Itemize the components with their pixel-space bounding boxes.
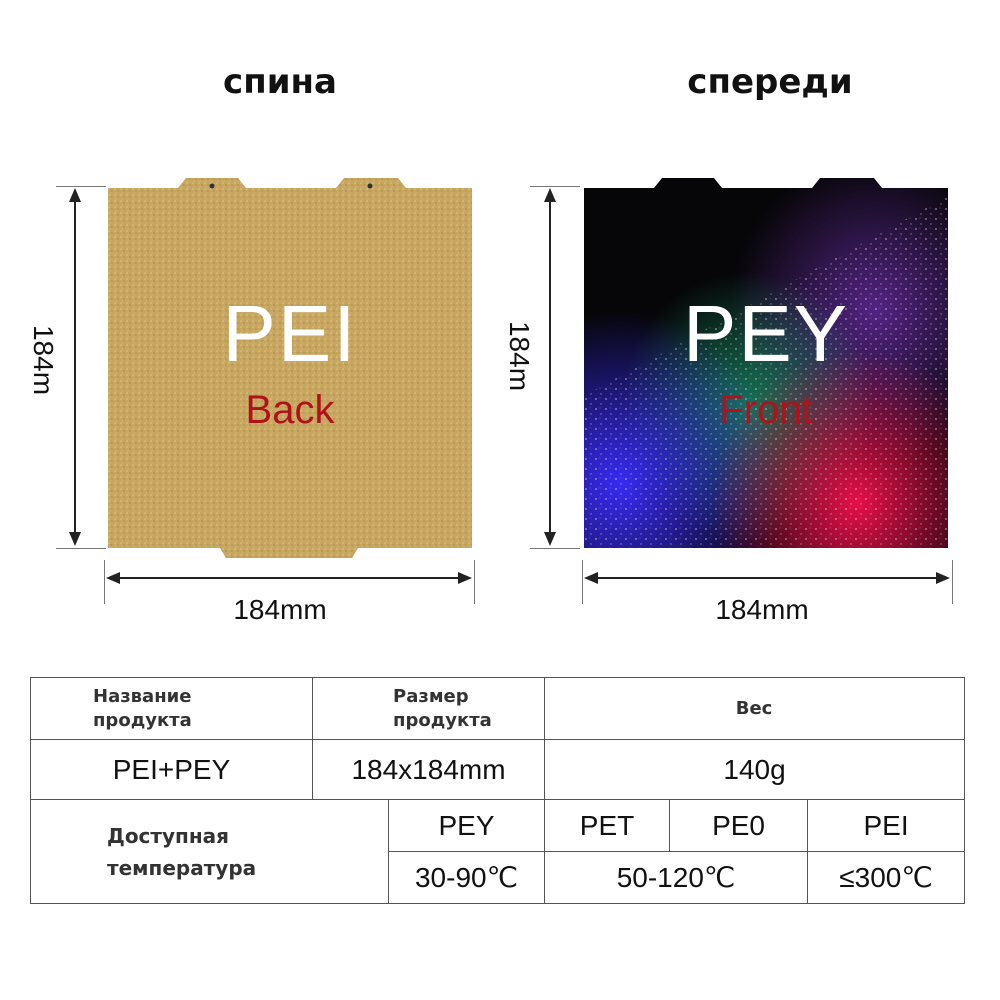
material-pey: PEY — [388, 799, 546, 852]
front-sheet-subtitle: Front — [719, 388, 813, 432]
front-sheet-image: PEY Front — [584, 176, 948, 560]
front-width-line — [592, 577, 942, 579]
front-height-tick-bottom — [530, 548, 580, 549]
temp-pet-pe0: 50-120℃ — [544, 851, 809, 904]
spec-table: Название продукта Размер продукта Вес PE… — [29, 677, 966, 904]
material-pe0: PE0 — [669, 799, 809, 852]
product-weight-value: 140g — [544, 739, 966, 800]
back-height-tick-top — [56, 186, 106, 187]
front-height-label: 184m — [504, 320, 536, 392]
back-height-line — [74, 196, 76, 540]
header-product-size: Размер продукта — [312, 677, 546, 740]
back-sheet-image: PEI Back — [108, 176, 472, 560]
front-width-tick-right — [952, 560, 953, 604]
front-width-label: 184mm — [715, 594, 809, 625]
back-width-tick-right — [474, 560, 475, 604]
arrow-left-icon — [584, 572, 598, 584]
back-heading: спина — [223, 62, 337, 102]
arrow-down-icon — [69, 532, 81, 546]
table-row: Доступная температура PEY PET PE0 PEI — [29, 799, 966, 904]
back-width-label: 184mm — [233, 594, 327, 625]
back-sheet-title: PEI — [222, 289, 358, 378]
table-row: 30-90℃ 50-120℃ ≤300℃ — [31, 851, 966, 904]
table-row: PEI+PEY 184x184mm 140g — [29, 739, 966, 800]
material-pei: PEI — [807, 799, 966, 852]
temp-pei: ≤300℃ — [807, 851, 966, 904]
product-name-value: PEI+PEY — [29, 739, 314, 800]
front-width-tick-left — [582, 560, 583, 604]
front-heading: спереди — [687, 62, 853, 102]
arrow-right-icon — [936, 572, 950, 584]
table-header-row: Название продукта Размер продукта Вес — [29, 677, 966, 740]
arrow-down-icon — [544, 532, 556, 546]
arrow-up-icon — [544, 188, 556, 202]
material-pet: PET — [544, 799, 671, 852]
back-height-tick-bottom — [56, 548, 106, 549]
header-weight: Вес — [544, 677, 966, 740]
back-sheet-subtitle: Back — [245, 388, 335, 432]
available-temperature-label: Доступная температура — [29, 799, 390, 904]
front-height-tick-top — [530, 186, 580, 187]
arrow-up-icon — [69, 188, 81, 202]
temp-pey: 30-90℃ — [388, 851, 546, 904]
product-size-value: 184x184mm — [312, 739, 546, 800]
back-width-line — [114, 577, 464, 579]
back-width-tick-left — [104, 560, 105, 604]
header-product-name: Название продукта — [29, 677, 314, 740]
front-height-line — [549, 196, 551, 540]
front-sheet-title: PEY — [682, 289, 850, 378]
back-height-label: 184m — [28, 324, 60, 396]
arrow-right-icon — [458, 572, 472, 584]
arrow-left-icon — [106, 572, 120, 584]
